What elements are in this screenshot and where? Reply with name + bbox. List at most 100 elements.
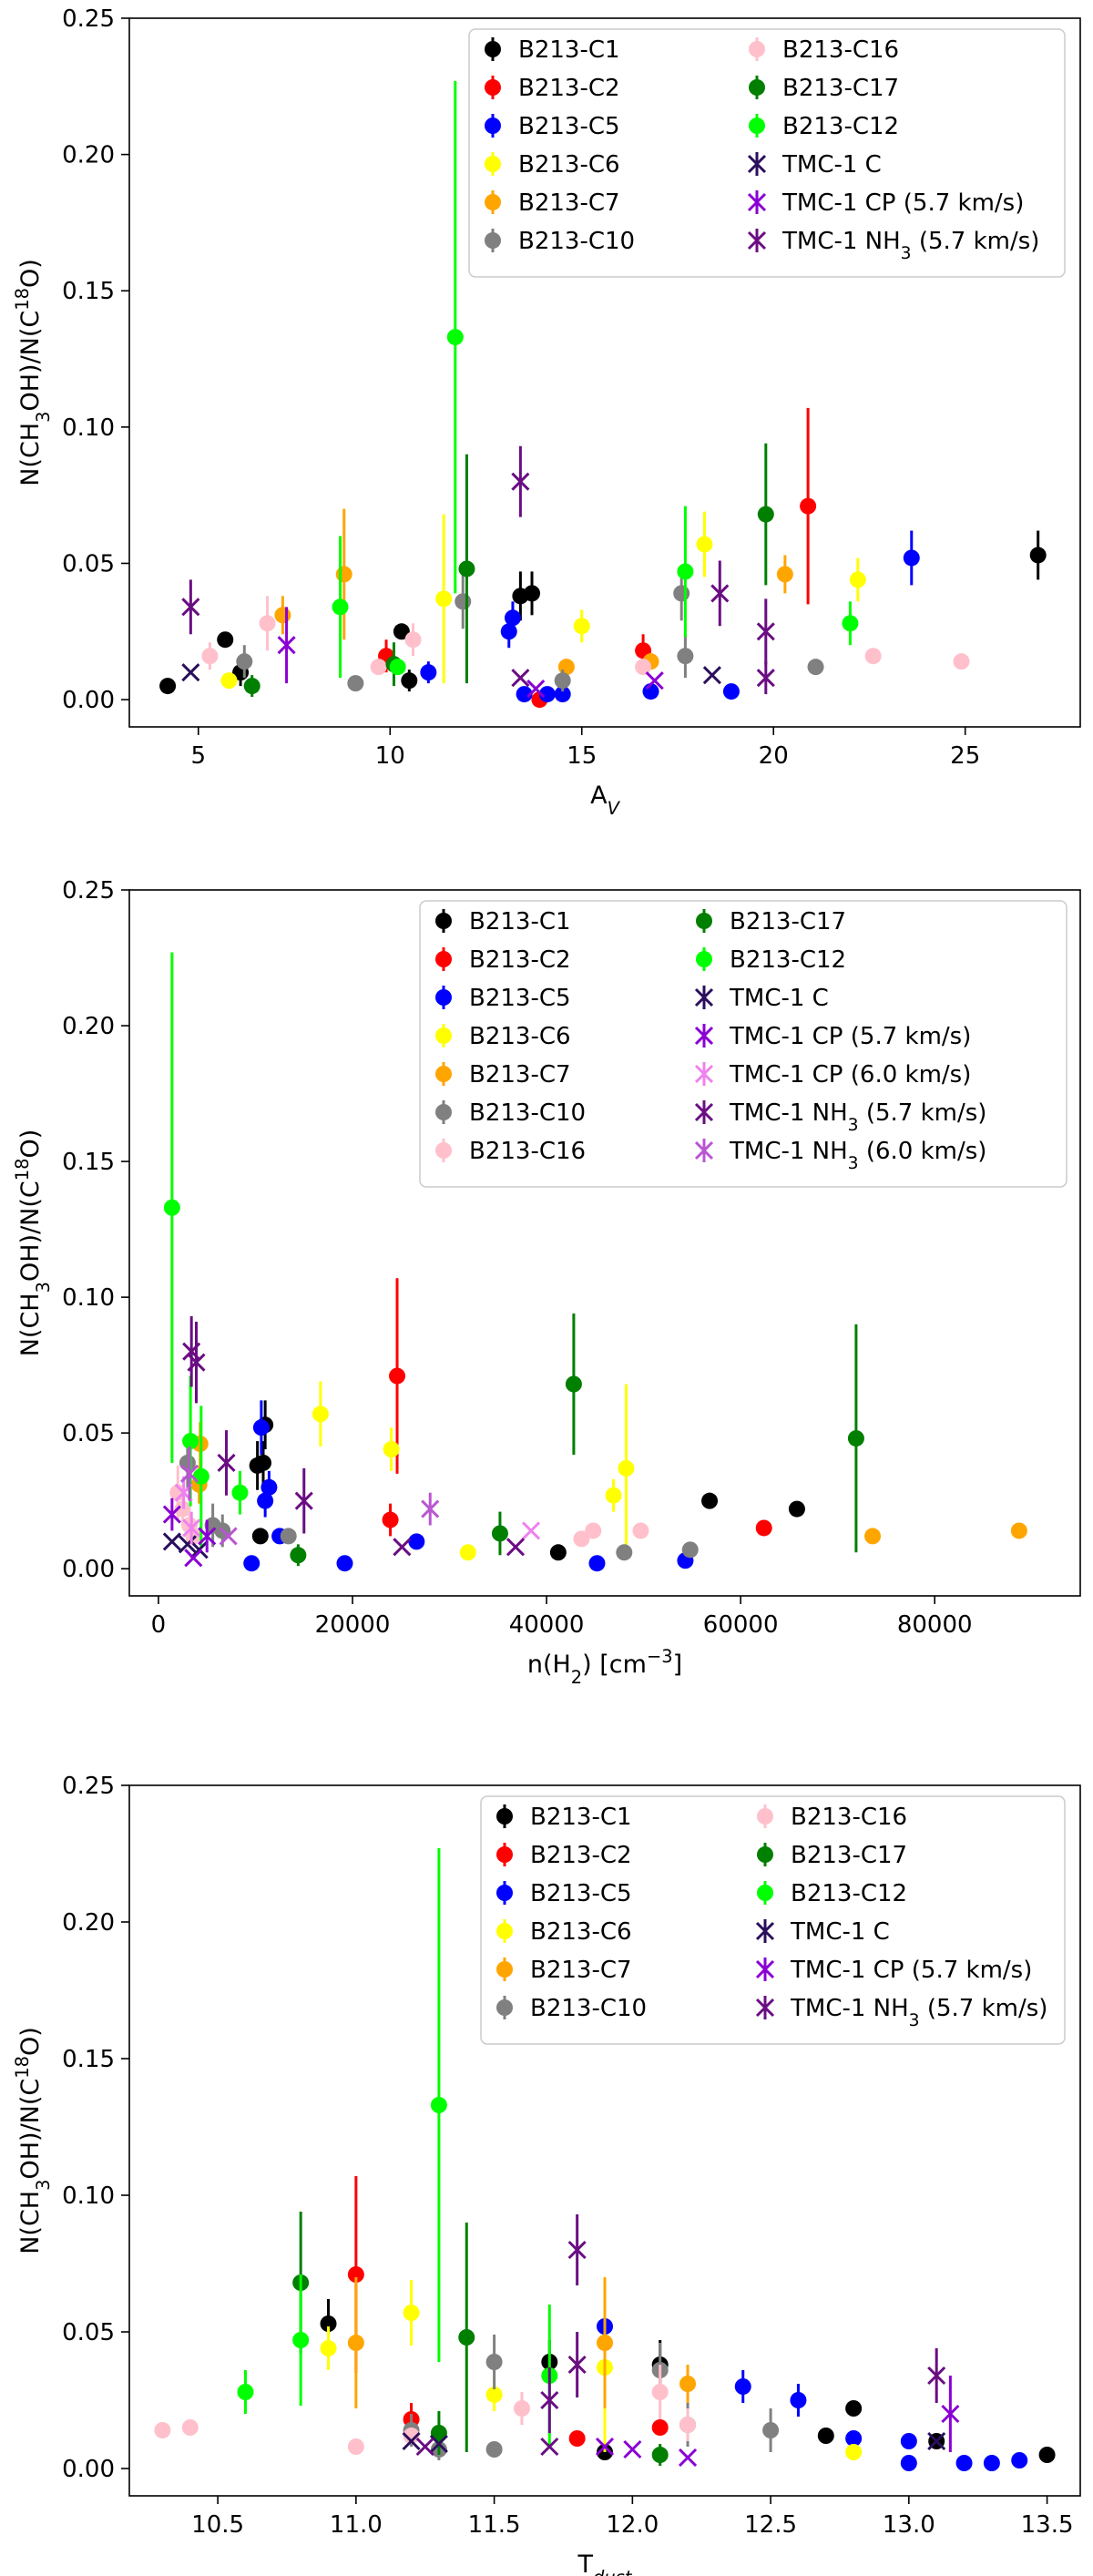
data-point bbox=[651, 2419, 669, 2436]
data-point bbox=[178, 1535, 197, 1554]
data-point bbox=[506, 1538, 526, 1557]
data-point bbox=[677, 563, 694, 580]
legend-swatch bbox=[496, 1923, 513, 1939]
data-point bbox=[573, 618, 590, 635]
data-point bbox=[955, 2455, 973, 2471]
legend-swatch bbox=[496, 1846, 513, 1863]
data-point bbox=[623, 2439, 642, 2459]
data-point bbox=[415, 2437, 434, 2457]
series-b213-c2 bbox=[382, 1278, 772, 1537]
legend-swatch bbox=[435, 1104, 452, 1120]
data-point bbox=[900, 2455, 917, 2471]
data-point bbox=[776, 566, 793, 583]
data-point bbox=[573, 1530, 590, 1548]
data-point bbox=[953, 653, 970, 670]
data-point bbox=[817, 2428, 834, 2444]
data-point bbox=[540, 2437, 559, 2457]
data-point bbox=[455, 593, 472, 610]
data-point bbox=[402, 2431, 421, 2451]
legend-label: B213-C6 bbox=[518, 151, 620, 179]
data-point bbox=[635, 659, 652, 676]
data-point bbox=[459, 1544, 476, 1561]
x-tick-label: 11.5 bbox=[468, 2511, 521, 2539]
data-point bbox=[673, 585, 690, 602]
data-point bbox=[677, 648, 694, 665]
data-point bbox=[251, 1528, 269, 1545]
data-point bbox=[231, 1484, 249, 1501]
data-point bbox=[389, 1367, 406, 1385]
data-point bbox=[701, 1492, 719, 1509]
data-point bbox=[408, 1533, 425, 1550]
series-tmc-1-c bbox=[181, 663, 721, 685]
data-point bbox=[430, 2425, 447, 2441]
x-tick-label: 20 bbox=[759, 742, 789, 770]
legend-swatch bbox=[496, 1961, 513, 1978]
data-point bbox=[605, 1487, 622, 1504]
y-tick-label: 0.05 bbox=[62, 550, 115, 578]
data-point bbox=[597, 2335, 613, 2351]
data-point bbox=[585, 1522, 602, 1539]
legend-label: B213-C1 bbox=[530, 1804, 632, 1831]
data-point bbox=[458, 2329, 475, 2346]
y-tick-label: 0.10 bbox=[62, 1284, 115, 1312]
legend-label: TMC-1 CP (5.7 km/s) bbox=[729, 1023, 971, 1050]
legend: B213-C1 B213-C2 B213-C5 B213-C6 B213-C7 B213-… bbox=[468, 28, 1066, 278]
data-layer bbox=[159, 80, 1047, 709]
x-tick-label: 12.5 bbox=[744, 2511, 797, 2539]
legend-swatch bbox=[435, 913, 452, 929]
data-point bbox=[382, 1511, 399, 1528]
legend-label: TMC-1 NH3 (5.7 km/s) bbox=[729, 1099, 986, 1135]
x-axis-label: AV bbox=[590, 782, 620, 819]
legend-box bbox=[468, 28, 1066, 278]
data-point bbox=[154, 2422, 171, 2438]
y-axis-label: N(CH3OH)/N(C18O) bbox=[12, 2027, 54, 2254]
data-point bbox=[645, 671, 664, 690]
legend-swatch bbox=[485, 118, 501, 134]
data-point bbox=[678, 2448, 698, 2468]
legend-label: B213-C16 bbox=[791, 1804, 907, 1831]
data-point bbox=[332, 598, 349, 616]
data-point bbox=[941, 2404, 960, 2424]
series-b213-c1 bbox=[159, 530, 1047, 695]
data-point bbox=[734, 2378, 751, 2395]
legend-label: B213-C5 bbox=[518, 113, 620, 140]
data-point bbox=[710, 584, 730, 603]
y-tick-label: 0.25 bbox=[62, 5, 115, 33]
data-point bbox=[163, 1199, 180, 1216]
data-point bbox=[435, 590, 453, 608]
y-tick-label: 0.10 bbox=[62, 414, 115, 442]
data-point bbox=[847, 1430, 864, 1447]
data-point bbox=[217, 631, 234, 649]
data-point bbox=[756, 622, 775, 641]
legend-label: B213-C12 bbox=[782, 113, 899, 140]
series-b213-c17 bbox=[292, 2212, 669, 2466]
x-axis-label: n(H2) [cm−3] bbox=[527, 1646, 682, 1688]
x-tick-label: 10.5 bbox=[191, 2511, 244, 2539]
y-axis-label: N(CH3OH)/N(C18O) bbox=[12, 1130, 54, 1357]
x-tick-label: 40000 bbox=[509, 1611, 585, 1639]
data-point bbox=[845, 2430, 863, 2447]
legend-label: B213-C10 bbox=[530, 1995, 647, 2022]
data-point bbox=[347, 2438, 364, 2455]
series-b213-c5 bbox=[420, 530, 920, 703]
data-point bbox=[567, 2240, 587, 2260]
y-tick-label: 0.20 bbox=[62, 1013, 115, 1040]
data-point bbox=[618, 1459, 635, 1477]
data-point bbox=[347, 2335, 364, 2351]
data-point bbox=[347, 675, 364, 692]
x-tick-label: 60000 bbox=[703, 1611, 779, 1639]
data-point bbox=[243, 1555, 260, 1572]
legend-swatch bbox=[496, 1999, 513, 2016]
legend-swatch bbox=[485, 156, 501, 172]
data-point bbox=[162, 1532, 181, 1551]
data-point bbox=[403, 2428, 420, 2444]
data-point bbox=[252, 1419, 270, 1436]
legend-swatch bbox=[696, 951, 712, 967]
y-tick-label: 0.15 bbox=[62, 278, 115, 305]
legend-swatch bbox=[749, 79, 765, 96]
data-point bbox=[788, 1500, 805, 1518]
data-point bbox=[236, 653, 253, 670]
legend-swatch bbox=[755, 1921, 775, 1941]
legend-label: B213-C1 bbox=[518, 36, 620, 64]
